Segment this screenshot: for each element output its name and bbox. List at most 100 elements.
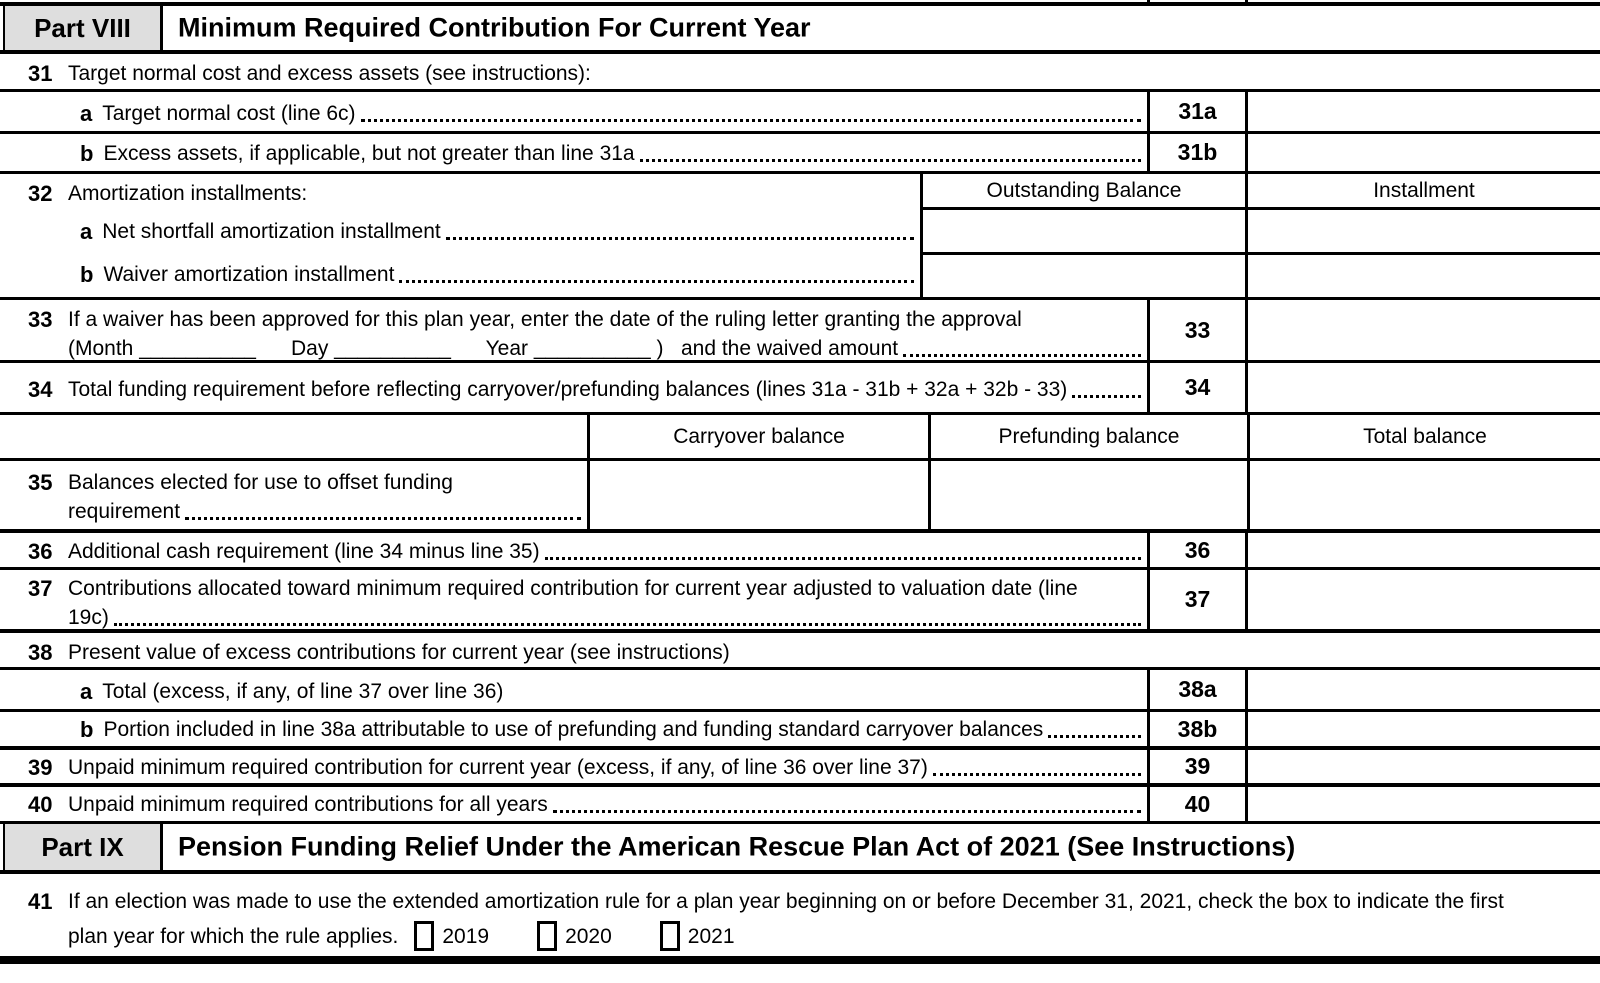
line-32b-outstanding-field[interactable] bbox=[926, 255, 1245, 297]
dotted-leader bbox=[932, 773, 1141, 776]
column-divider bbox=[1245, 174, 1248, 297]
line-36-text: Additional cash requirement (line 34 min… bbox=[68, 540, 540, 563]
line-38a-letter: a bbox=[80, 679, 93, 704]
column-divider bbox=[1247, 415, 1250, 529]
row-31a: a Target normal cost (line 6c) 31a bbox=[0, 92, 1600, 134]
line-39-box-label: 39 bbox=[1147, 750, 1248, 783]
line-35-total-field[interactable] bbox=[1250, 461, 1600, 529]
line-32b-letter: b bbox=[80, 262, 94, 287]
line-31a-box-label: 31a bbox=[1147, 92, 1248, 131]
line-35-carryover-field[interactable] bbox=[590, 461, 928, 529]
line-33-text1: If a waiver has been approved for this p… bbox=[68, 308, 1022, 331]
line-31-number: 31 bbox=[28, 61, 53, 86]
col-header-installment: Installment bbox=[1248, 174, 1600, 210]
col-header-carryover-balance: Carryover balance bbox=[590, 415, 928, 458]
row-divider bbox=[0, 458, 1600, 461]
line-36-number: 36 bbox=[28, 539, 53, 564]
dotted-leader bbox=[1072, 395, 1141, 398]
line-32-text-cell: 32 Amortization installments: a Net shor… bbox=[0, 174, 923, 297]
installment-label: Installment bbox=[1373, 179, 1475, 202]
line-38b-box-label: 38b bbox=[1147, 712, 1248, 746]
checkbox-2019[interactable] bbox=[414, 921, 435, 951]
line-35-prefunding-field[interactable] bbox=[931, 461, 1247, 529]
col-header-total-balance: Total balance bbox=[1250, 415, 1600, 458]
line-32a-outstanding-field[interactable] bbox=[926, 213, 1245, 252]
line-32a-letter: a bbox=[80, 219, 93, 244]
row-35-block: Carryover balance Prefunding balance Tot… bbox=[0, 415, 1600, 533]
dotted-leader bbox=[544, 557, 1141, 560]
part-viii-header: Part VIII Minimum Required Contribution … bbox=[0, 6, 1600, 54]
line-31a-text: Target normal cost (line 6c) bbox=[102, 102, 356, 125]
bottom-rule bbox=[0, 956, 1600, 964]
col-header-prefunding-balance: Prefunding balance bbox=[931, 415, 1247, 458]
line-35-text2: requirement bbox=[68, 500, 181, 523]
line-34-value-field[interactable] bbox=[1248, 363, 1600, 412]
line-34-number: 34 bbox=[28, 377, 53, 402]
line-33-value-field[interactable] bbox=[1248, 300, 1600, 360]
line-31a-value-field[interactable] bbox=[1248, 92, 1600, 131]
row-divider bbox=[923, 252, 1600, 255]
line-31-text: Target normal cost and excess assets (se… bbox=[68, 62, 591, 85]
row-39: 39 Unpaid minimum required contribution … bbox=[0, 750, 1600, 787]
column-divider bbox=[587, 415, 590, 529]
row-33: 33 If a waiver has been approved for thi… bbox=[0, 300, 1600, 363]
dotted-leader bbox=[185, 517, 581, 520]
line-37-value-field[interactable] bbox=[1248, 570, 1600, 629]
row-32-block: 32 Amortization installments: a Net shor… bbox=[0, 174, 1600, 300]
line-40-box-label: 40 bbox=[1147, 787, 1248, 821]
line-38a-value-field[interactable] bbox=[1248, 670, 1600, 709]
checkbox-2021[interactable] bbox=[659, 921, 680, 951]
row-37: 37 Contributions allocated toward minimu… bbox=[0, 570, 1600, 633]
line-39-text: Unpaid minimum required contribution for… bbox=[68, 756, 928, 779]
dotted-leader bbox=[360, 119, 1141, 122]
checkbox-2020-label: 2020 bbox=[565, 924, 612, 948]
line-35-text1: Balances elected for use to offset fundi… bbox=[68, 471, 453, 494]
col-header-outstanding-balance: Outstanding Balance bbox=[923, 174, 1245, 210]
line-38b-text: Portion included in line 38a attributabl… bbox=[103, 718, 1044, 741]
line-35-number: 35 bbox=[28, 470, 53, 495]
line-39-value-field[interactable] bbox=[1248, 750, 1600, 783]
checkbox-2021-label: 2021 bbox=[687, 924, 735, 948]
row-36: 36 Additional cash requirement (line 34 … bbox=[0, 533, 1600, 570]
line-37-box-label: 37 bbox=[1147, 570, 1248, 629]
part-viii-title: Minimum Required Contribution For Curren… bbox=[178, 12, 811, 43]
dotted-leader bbox=[552, 810, 1141, 813]
outstanding-balance-label: Outstanding Balance bbox=[986, 179, 1182, 202]
row-31: 31 Target normal cost and excess assets … bbox=[0, 54, 1600, 92]
line-32b-installment-field[interactable] bbox=[1248, 255, 1600, 297]
row-38: 38 Present value of excess contributions… bbox=[0, 633, 1600, 670]
row-38a: a Total (excess, if any, of line 37 over… bbox=[0, 670, 1600, 712]
dotted-leader bbox=[639, 159, 1141, 162]
line-31b-box-label: 31b bbox=[1147, 134, 1248, 171]
line-38b-value-field[interactable] bbox=[1248, 712, 1600, 746]
checkbox-2019-label: 2019 bbox=[442, 924, 490, 948]
part-ix-header: Part IX Pension Funding Relief Under the… bbox=[0, 824, 1600, 874]
line-31b-letter: b bbox=[80, 141, 94, 166]
line-37-text2: 19c) bbox=[68, 606, 109, 629]
line-40-value-field[interactable] bbox=[1248, 787, 1600, 821]
line-39-number: 39 bbox=[28, 755, 53, 780]
line-31a-letter: a bbox=[80, 101, 93, 126]
dotted-leader bbox=[113, 623, 1141, 626]
line-38-text: Present value of excess contributions fo… bbox=[68, 641, 730, 664]
line-32-number: 32 bbox=[28, 181, 53, 206]
line-32a-installment-field[interactable] bbox=[1248, 213, 1600, 252]
column-divider bbox=[928, 415, 931, 529]
line-35-text-cell: 35 Balances elected for use to offset fu… bbox=[0, 467, 587, 525]
row-38b: b Portion included in line 38a attributa… bbox=[0, 712, 1600, 750]
line-34-text: Total funding requirement before reflect… bbox=[68, 378, 1068, 401]
line-34-box-label: 34 bbox=[1147, 363, 1248, 412]
line-32a-text: Net shortfall amortization installment bbox=[102, 220, 441, 243]
line-37-number: 37 bbox=[28, 576, 53, 601]
line-32b-text: Waiver amortization installment bbox=[103, 263, 395, 286]
dotted-leader bbox=[399, 280, 914, 283]
line-36-value-field[interactable] bbox=[1248, 533, 1600, 567]
line-31b-value-field[interactable] bbox=[1248, 134, 1600, 171]
row-40: 40 Unpaid minimum required contributions… bbox=[0, 787, 1600, 824]
line-33-box-label: 33 bbox=[1147, 300, 1248, 360]
checkbox-2020[interactable] bbox=[537, 921, 558, 951]
line-38b-letter: b bbox=[80, 717, 94, 742]
row-34: 34 Total funding requirement before refl… bbox=[0, 363, 1600, 415]
dotted-leader bbox=[1048, 735, 1141, 738]
